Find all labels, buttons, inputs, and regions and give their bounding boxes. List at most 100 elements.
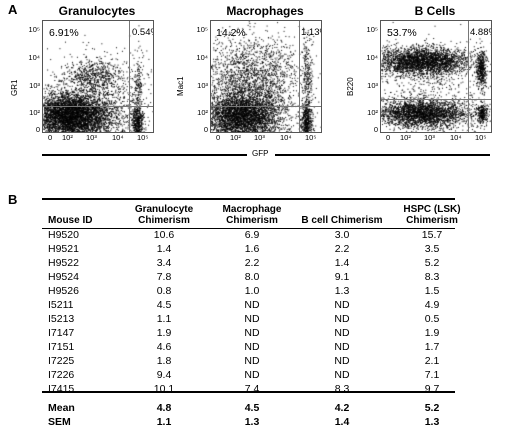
value-cell: 3.4 <box>156 257 172 269</box>
value-cell: 1.3 <box>334 285 350 297</box>
y-tick-label: 10⁵ <box>28 25 40 34</box>
gfp-axis-line-left <box>42 154 247 156</box>
gate-vertical <box>129 21 130 132</box>
value-cell: 10.6 <box>153 229 175 241</box>
x-tick-group-b-cells: 0 10² 10³ 10⁴ 10⁵ <box>380 134 492 146</box>
flow-plot-b-cells: 53.7% 4.88% <box>380 20 492 133</box>
value-cell: 2.2 <box>244 257 260 269</box>
value-cell: ND <box>244 327 260 339</box>
x-tick-label: 10² <box>400 133 411 142</box>
value-cell: 0.8 <box>156 285 172 297</box>
value-cell: ND <box>244 313 260 325</box>
value-cell: ND <box>334 341 350 353</box>
table-row: I7147 1.9 ND ND 1.9 <box>42 326 476 340</box>
gate-horizontal <box>381 99 491 100</box>
header-mouse-id: Mouse ID <box>48 215 93 226</box>
table-row: I7415 10.1 7.4 8.3 9.7 <box>42 382 476 396</box>
value-cell: 7.4 <box>244 383 260 395</box>
value-cell: 8.0 <box>244 271 260 283</box>
value-cell: 4.5 <box>156 299 172 311</box>
value-cell: 1.5 <box>424 285 440 297</box>
y-tick-label: 10³ <box>367 81 378 90</box>
table-row: I7225 1.8 ND ND 2.1 <box>42 354 476 368</box>
x-tick-label: 10⁴ <box>280 133 292 142</box>
flow-plot-dots <box>211 21 321 132</box>
x-tick-label: 10⁵ <box>137 133 149 142</box>
pct-gfp-positive: 1.13% <box>301 27 321 38</box>
summary-row: SEM 1.1 1.3 1.4 1.3 <box>42 415 476 429</box>
value-cell: 6.9 <box>244 229 260 241</box>
y-tick-label: 10² <box>29 108 40 117</box>
gate-vertical <box>299 21 300 132</box>
row-label-cell: H9521 <box>48 243 79 255</box>
value-cell: 9.4 <box>156 369 172 381</box>
value-cell: 8.3 <box>424 271 440 283</box>
x-tick-label: 10⁵ <box>305 133 317 142</box>
y-tick-group-granulocytes: 10⁵ 10⁴ 10³ 10² 0 <box>22 26 40 134</box>
row-label-cell: I5213 <box>48 313 75 325</box>
y-tick-label: 10² <box>197 108 208 117</box>
plot-title-granulocytes: Granulocytes <box>58 4 136 18</box>
panel-a-label: A <box>8 2 18 17</box>
x-axis-label-gfp: GFP <box>252 149 269 158</box>
row-label-cell: I7226 <box>48 369 75 381</box>
value-cell: 2.1 <box>424 355 440 367</box>
value-cell: 0.5 <box>424 313 440 325</box>
value-cell: ND <box>334 313 350 325</box>
table-row: H9520 10.6 6.9 3.0 15.7 <box>42 228 476 242</box>
row-label-cell: I7147 <box>48 327 75 339</box>
value-cell: 2.2 <box>334 243 350 255</box>
y-tick-group-b-cells: 10⁵ 10⁴ 10³ 10² 0 <box>360 26 378 134</box>
value-cell: 1.4 <box>334 257 350 269</box>
panel-b-label: B <box>8 192 18 207</box>
table-summary-rule <box>42 391 455 393</box>
value-cell: 1.8 <box>156 355 172 367</box>
y-tick-group-macrophages: 10⁵ 10⁴ 10³ 10² 0 <box>190 26 208 134</box>
row-label-cell: Mean <box>48 402 75 414</box>
value-cell: 3.0 <box>334 229 350 241</box>
table-row: H9521 1.4 1.6 2.2 3.5 <box>42 242 476 256</box>
x-tick-label: 10⁴ <box>450 133 462 142</box>
value-cell: 4.9 <box>424 299 440 311</box>
value-cell: 4.6 <box>156 341 172 353</box>
value-cell: 8.3 <box>334 383 350 395</box>
table-body: H9520 10.6 6.9 3.0 15.7 H9521 1.4 1.6 2.2 3.5 H952… <box>42 228 476 429</box>
x-tick-label: 10³ <box>424 133 435 142</box>
value-cell: 4.5 <box>244 402 260 414</box>
row-label-cell: SEM <box>48 416 71 428</box>
table-row: H9526 0.8 1.0 1.3 1.5 <box>42 284 476 298</box>
flow-plot-granulocytes: 6.91% 0.54% <box>42 20 154 133</box>
y-tick-label: 10² <box>367 108 378 117</box>
value-cell: ND <box>244 341 260 353</box>
x-tick-label: 0 <box>216 133 221 142</box>
value-cell: 9.1 <box>334 271 350 283</box>
pct-gfp-positive: 4.88% <box>470 27 491 38</box>
row-label-cell: H9526 <box>48 285 79 297</box>
value-cell: ND <box>334 299 350 311</box>
flow-plot-dots <box>381 21 491 132</box>
x-tick-label: 0 <box>386 133 391 142</box>
chimerism-table: Mouse ID Granulocyte Chimerism Macrophag… <box>42 200 476 429</box>
table-top-rule <box>42 198 455 200</box>
flow-plot-macrophages: 14.2% 1.13% <box>210 20 322 133</box>
y-axis-label-gr1: GR1 <box>10 79 19 96</box>
header-macrophage-chimerism: Macrophage Chimerism <box>222 204 282 226</box>
y-tick-label: 0 <box>373 125 378 134</box>
x-tick-label: 0 <box>48 133 53 142</box>
y-tick-label: 0 <box>203 125 208 134</box>
value-cell: 3.5 <box>424 243 440 255</box>
gate-horizontal <box>211 106 321 107</box>
value-cell: 1.9 <box>424 327 440 339</box>
summary-row: Mean 4.8 4.5 4.2 5.2 <box>42 401 476 415</box>
value-cell: 4.2 <box>334 402 350 414</box>
y-tick-label: 10³ <box>29 81 40 90</box>
table-header-rule <box>42 228 455 229</box>
value-cell: 1.3 <box>244 416 260 428</box>
value-cell: 9.7 <box>424 383 440 395</box>
value-cell: 7.1 <box>424 369 440 381</box>
y-tick-label: 0 <box>35 125 40 134</box>
header-b-cell-chimerism: B cell Chimerism <box>301 215 383 226</box>
x-tick-label: 10⁴ <box>112 133 124 142</box>
header-hspc-chimerism: HSPC (LSK) Chimerism <box>403 204 461 226</box>
x-tick-label: 10³ <box>254 133 265 142</box>
